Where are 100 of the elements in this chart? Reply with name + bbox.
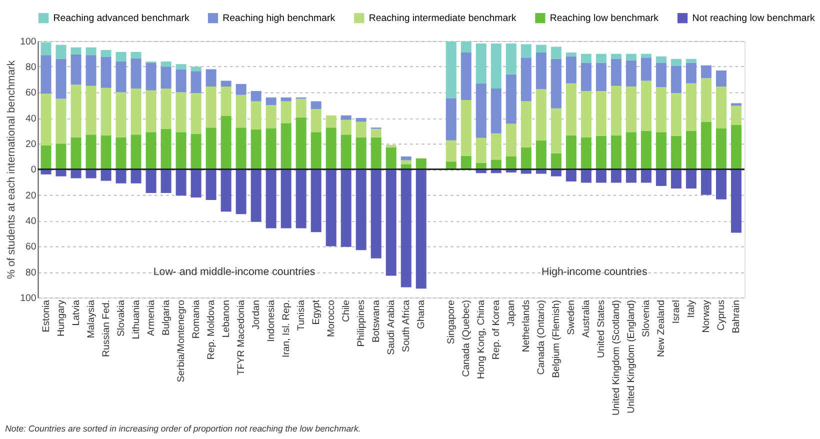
bar (356, 137, 366, 170)
x-tick-label: Rep. Moldova (206, 299, 217, 360)
x-tick-label: Belgium (Flemish) (551, 300, 562, 378)
bar (130, 134, 142, 170)
bar (460, 42, 472, 53)
bar (206, 86, 216, 128)
bar (416, 158, 426, 170)
x-tick-label: New Zealand (656, 300, 668, 357)
bar (160, 62, 172, 67)
bar (476, 83, 486, 138)
bar (580, 62, 592, 92)
bar (86, 55, 96, 86)
x-tick-label: Morocco (326, 300, 338, 338)
y-tick-label: 60 (26, 242, 36, 253)
bar (326, 115, 336, 128)
bar (160, 88, 172, 129)
bar (70, 84, 82, 138)
x-tick-label: United States (596, 300, 608, 358)
bar (716, 86, 726, 128)
bar (460, 156, 472, 170)
bar (40, 42, 52, 56)
x-tick-label: Australia (581, 299, 592, 338)
bar (550, 58, 562, 108)
bar (250, 91, 262, 102)
bar (130, 88, 142, 135)
bar (56, 58, 66, 99)
bar (250, 169, 262, 222)
bar (296, 117, 306, 170)
bar (580, 54, 592, 63)
x-tick-label: United Kingdom (Scotland) (611, 300, 622, 416)
x-tick-label: Tunisia (296, 299, 307, 331)
bar (476, 138, 486, 163)
bar (370, 169, 382, 258)
bar (340, 134, 352, 170)
bar (356, 122, 366, 138)
bar (670, 136, 682, 170)
bar (460, 52, 472, 100)
bar (610, 58, 622, 86)
bar (626, 60, 636, 87)
x-tick-label: Hungary (56, 300, 67, 337)
annotation: Low- and middle-income countries (153, 266, 316, 278)
x-tick-label: Slovenia (641, 299, 652, 338)
bar (386, 169, 396, 276)
bar (580, 91, 592, 138)
bar (700, 78, 712, 122)
bar (566, 83, 576, 136)
bar (86, 134, 96, 170)
x-tick-label: Canada (Quebec) (461, 300, 472, 377)
bar (236, 94, 246, 128)
bar (280, 123, 292, 170)
y-tick-label: 100 (20, 292, 36, 304)
bar (146, 169, 156, 193)
x-tick-label: Canada (Ontario) (536, 300, 548, 375)
bar (130, 52, 142, 58)
bar (610, 86, 622, 136)
y-tick-label: 20 (26, 190, 36, 202)
y-tick-label: 20 (26, 139, 36, 150)
x-tick-label: Israel (671, 300, 682, 324)
x-tick-label: Chile (341, 300, 352, 322)
bar (550, 108, 562, 154)
bar (400, 169, 412, 288)
x-tick-label: Netherlands (521, 300, 532, 352)
x-tick-label: Russian Fed. (100, 300, 112, 357)
bar (356, 118, 366, 122)
x-tick-label: Egypt (311, 300, 322, 325)
bar (596, 169, 606, 183)
y-tick-label: 0 (30, 164, 36, 176)
bar (730, 103, 742, 106)
bar (716, 169, 726, 200)
bar (220, 86, 232, 116)
bar (280, 101, 292, 124)
x-tick-label: Estonia (40, 299, 52, 332)
bar (730, 106, 742, 126)
bar (566, 52, 576, 56)
bar (160, 128, 172, 170)
bar (400, 160, 412, 164)
bar (520, 101, 532, 148)
bar (266, 169, 276, 228)
bar (640, 58, 652, 81)
bar (656, 169, 666, 186)
bar (640, 80, 652, 131)
bar (670, 92, 682, 136)
bar (566, 169, 576, 182)
bar (536, 140, 546, 170)
bar (40, 94, 52, 146)
bar (206, 169, 216, 200)
bar (386, 147, 396, 170)
bar (520, 58, 532, 102)
y-tick-label: 100 (20, 36, 36, 48)
bar (220, 80, 232, 87)
x-tick-label: Bulgaria (160, 299, 172, 336)
legend-label: Reaching high benchmark (222, 13, 336, 24)
x-tick-label: Cyprus (716, 300, 728, 331)
bar (100, 57, 112, 88)
bar (176, 64, 186, 70)
bar (70, 54, 82, 85)
bar (190, 92, 202, 134)
bar (236, 169, 246, 214)
x-tick-label: Slovakia (116, 299, 127, 337)
x-tick-label: Sweden (566, 300, 578, 335)
